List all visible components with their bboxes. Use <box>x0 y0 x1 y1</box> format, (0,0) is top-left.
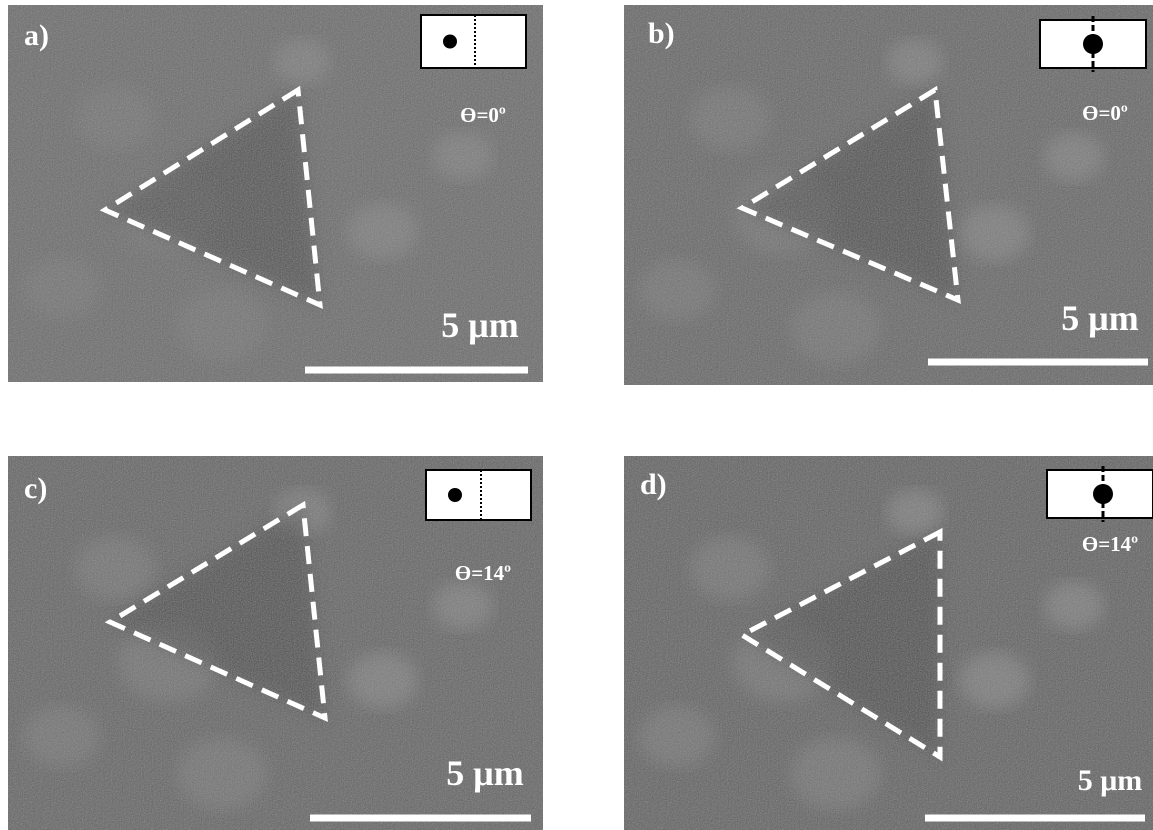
tilt-angle: ϴ=0º <box>460 103 506 127</box>
panel-label: d) <box>640 468 667 501</box>
tilt-angle: ϴ=14º <box>1082 532 1138 556</box>
inset-dot <box>443 35 457 49</box>
sem-image-panel: a) ϴ=0º 5 μm <box>8 5 543 382</box>
tilt-angle: ϴ=0º <box>1082 101 1128 125</box>
scale-label: 5 μm <box>1078 764 1143 797</box>
scale-label: 5 μm <box>1061 298 1138 338</box>
orientation-inset <box>426 470 531 520</box>
panel-label: c) <box>24 472 47 505</box>
inset-dot <box>448 488 462 502</box>
inset-dot <box>1093 484 1113 504</box>
sem-image-panel: b) ϴ=0º 5 μm <box>624 5 1153 385</box>
scale-label: 5 μm <box>446 753 523 793</box>
sem-image-panel: c) ϴ=14º 5 μm <box>8 456 543 830</box>
tilt-angle: ϴ=14º <box>455 561 511 585</box>
figure: a) ϴ=0º 5 μm b) ϴ=0º 5 μm c) ϴ=14º 5 μm d) ϴ=14º 5 … <box>0 0 1153 830</box>
sem-image-panel: d) ϴ=14º 5 μm <box>624 456 1153 830</box>
inset-dot <box>1083 34 1103 54</box>
scale-label: 5 μm <box>441 305 518 345</box>
panel-label: a) <box>24 19 49 52</box>
panel-label: b) <box>648 17 675 50</box>
orientation-inset <box>421 15 526 68</box>
